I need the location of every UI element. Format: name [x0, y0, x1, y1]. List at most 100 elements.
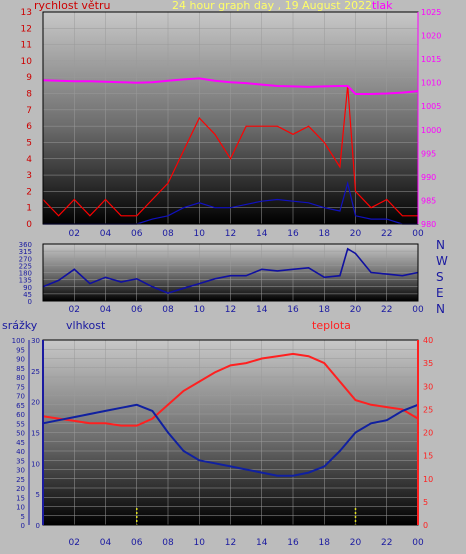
x-tick-label: 12: [225, 305, 236, 315]
temp-tick-label: 0: [423, 521, 428, 530]
x-tick-label: 18: [319, 538, 331, 548]
direction-tick-label: 0: [28, 298, 32, 306]
humidity-tick-label: 25: [31, 368, 40, 376]
compass-s: S: [436, 270, 444, 284]
temp-humidity-x-ticks: 02 04 06 08 10 12 14 16 18 20 22 00: [69, 538, 424, 548]
x-tick-label: 20: [350, 305, 362, 315]
humidity-tick-label: 20: [31, 399, 40, 407]
temp-tick-label: 10: [423, 475, 433, 484]
temp-tick-label: 15: [423, 452, 433, 461]
humidity-tick-label: 5: [36, 491, 40, 499]
x-tick-label: 12: [225, 538, 236, 548]
x-tick-label: 04: [100, 305, 112, 315]
precip-marks: [136, 508, 357, 525]
humidity-tick-label: 10: [31, 460, 40, 468]
direction-line: [42, 247, 419, 294]
x-tick-label: 02: [69, 229, 80, 239]
left-tick-label: 13: [21, 8, 32, 18]
precip-tick-label: 10: [16, 504, 25, 512]
gust-line: [42, 85, 418, 217]
left-tick-label: 1: [26, 204, 32, 214]
x-tick-label: 02: [69, 538, 80, 548]
left-tick-label: 3: [26, 171, 32, 181]
direction-tick-label: 180: [19, 270, 32, 278]
right-tick-label: 1025: [421, 8, 441, 17]
temp-ticks: 0 5 10 15 20 25 30 35 40: [423, 336, 433, 530]
precip-tick-label: 40: [16, 448, 25, 456]
x-tick-label: 22: [381, 229, 392, 239]
left-tick-label: 6: [26, 122, 32, 132]
direction-tick-label: 45: [23, 291, 32, 299]
wind-pressure-gridlines: [43, 11, 419, 225]
temperature-label: teplota: [312, 319, 351, 332]
wind-speed-label: rychlost větru: [34, 0, 111, 12]
x-tick-label: 10: [194, 305, 206, 315]
precip-tick-label: 35: [16, 457, 25, 465]
left-tick-label: 7: [26, 106, 32, 116]
x-tick-label: 22: [381, 538, 392, 548]
right-tick-label: 1020: [421, 32, 441, 41]
right-axis-ticks: 980 985 990 995 1000 1005 1010 1015 1020 1025: [421, 8, 441, 229]
compass-w: W: [436, 254, 448, 268]
humidity-tick-label: 30: [31, 337, 40, 345]
left-tick-label: 9: [26, 73, 32, 83]
x-tick-label: 10: [194, 538, 206, 548]
temp-humidity-gridlines: [43, 339, 419, 526]
left-tick-label: 8: [26, 90, 32, 100]
x-tick-label: 08: [162, 229, 174, 239]
direction-x-ticks: 02 04 06 08 10 12 14 16 18 20 22 00: [69, 305, 424, 315]
left-tick-label: 4: [26, 155, 32, 165]
right-tick-label: 980: [421, 220, 436, 229]
precip-tick-label: 20: [16, 485, 25, 493]
right-tick-label: 1015: [421, 55, 441, 64]
direction-tick-label: 90: [23, 284, 32, 292]
x-tick-label: 06: [131, 229, 143, 239]
left-tick-label: 2: [26, 187, 32, 197]
temp-tick-label: 30: [423, 382, 433, 391]
humidity-tick-label: 15: [31, 430, 40, 438]
right-tick-label: 1010: [421, 79, 441, 88]
precip-tick-label: 65: [16, 402, 25, 410]
left-tick-label: 0: [26, 220, 32, 230]
left-tick-label: 11: [21, 41, 32, 51]
x-tick-label: 00: [412, 305, 424, 315]
x-tick-label: 02: [69, 305, 80, 315]
x-tick-label: 16: [287, 229, 299, 239]
temp-tick-label: 25: [423, 405, 433, 414]
pressure-line: [42, 77, 419, 95]
left-tick-label: 5: [26, 138, 32, 148]
x-tick-label: 06: [131, 538, 143, 548]
compass-e: E: [436, 286, 444, 300]
pressure-label: tlak: [372, 0, 393, 12]
x-tick-label: 14: [256, 229, 268, 239]
precip-tick-label: 100: [12, 337, 25, 345]
precip-tick-label: 75: [16, 383, 25, 391]
humidity-label: vlhkost: [66, 319, 106, 332]
temperature-line: [42, 352, 419, 427]
x-tick-label: 08: [162, 538, 174, 548]
x-tick-label: 08: [162, 305, 174, 315]
chart-title: 24 hour graph day , 19 August 2022: [172, 0, 373, 12]
temp-tick-label: 20: [423, 429, 433, 438]
direction-tick-label: 135: [19, 277, 32, 285]
left-tick-label: 10: [21, 57, 33, 67]
precip-tick-label: 55: [16, 420, 25, 428]
precip-tick-label: 5: [21, 513, 25, 521]
humidity-ticks: 0 5 10 15 20 25 30: [31, 337, 40, 530]
x-tick-label: 14: [256, 538, 268, 548]
precip-tick-label: 30: [16, 467, 25, 475]
x-tick-label: 22: [381, 305, 392, 315]
precip-tick-label: 0: [21, 522, 25, 530]
x-axis-ticks: 02 04 06 08 10 12 14 16 18 20 22 00: [69, 229, 424, 239]
x-tick-label: 20: [350, 229, 362, 239]
precip-tick-label: 25: [16, 476, 25, 484]
x-tick-label: 20: [350, 538, 362, 548]
temp-tick-label: 5: [423, 498, 428, 507]
precip-tick-label: 45: [16, 439, 25, 447]
x-tick-label: 06: [131, 305, 143, 315]
compass-n-top: N: [436, 238, 445, 252]
x-tick-label: 16: [287, 538, 299, 548]
precip-tick-label: 80: [16, 374, 25, 382]
